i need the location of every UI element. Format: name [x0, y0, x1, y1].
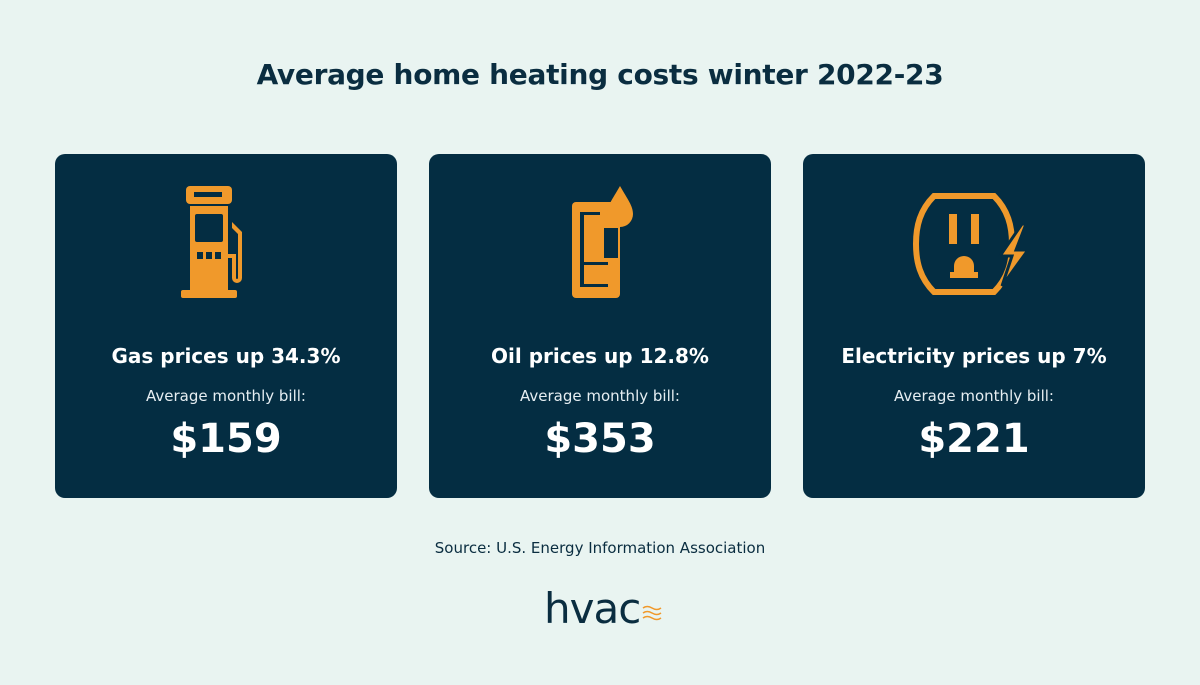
- electric-outlet-icon: [912, 193, 1031, 295]
- card-price: $353: [544, 416, 656, 462]
- card-heading: Oil prices up 12.8%: [491, 344, 709, 368]
- card-heading: Electricity prices up 7%: [841, 344, 1107, 368]
- card-heading: Gas prices up 34.3%: [111, 344, 341, 368]
- oil-card: Oil prices up 12.8% Average monthly bill…: [429, 154, 771, 498]
- card-subtitle: Average monthly bill:: [520, 387, 680, 405]
- gas-card: Gas prices up 34.3% Average monthly bill…: [55, 154, 397, 498]
- card-subtitle: Average monthly bill:: [894, 387, 1054, 405]
- page-title: Average home heating costs winter 2022-2…: [256, 58, 944, 91]
- electricity-card: Electricity prices up 7% Average monthly…: [803, 154, 1145, 498]
- card-price: $221: [918, 416, 1030, 462]
- card-subtitle: Average monthly bill:: [146, 387, 306, 405]
- logo-text: hvac: [544, 584, 641, 633]
- oil-barrel-icon: [572, 186, 633, 298]
- card-price: $159: [170, 416, 282, 462]
- wave-icon: [642, 605, 662, 621]
- source-note: Source: U.S. Energy Information Associat…: [434, 539, 766, 557]
- gas-pump-icon: [181, 186, 242, 298]
- hvac-logo: hvac: [544, 584, 662, 633]
